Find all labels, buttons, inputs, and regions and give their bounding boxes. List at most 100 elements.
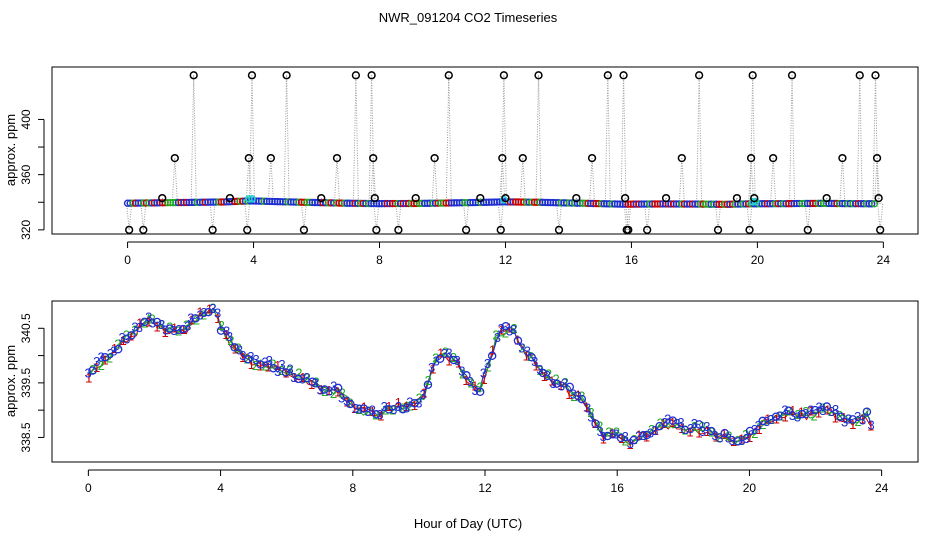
series-1-point: 1 <box>232 342 239 357</box>
spike-line <box>448 75 452 203</box>
series-3-point <box>745 426 755 436</box>
series-1-point: 1 <box>608 426 615 441</box>
series-3-point <box>668 416 678 425</box>
series-2-point: 2 <box>355 402 362 417</box>
outlier-point <box>317 193 326 203</box>
spike-line <box>286 75 290 202</box>
outlier-point <box>394 225 403 235</box>
top-x-tick-label: 0 <box>124 253 131 267</box>
outlier-point <box>694 71 704 80</box>
series-1-point: 1 <box>437 345 444 360</box>
series-2-point: 2 <box>631 432 638 447</box>
series-3-point <box>720 428 729 438</box>
series-1-point: 1 <box>859 411 866 426</box>
series-3-point <box>333 383 343 393</box>
spike-line <box>623 204 628 230</box>
series-1-point: 1 <box>557 378 564 393</box>
series-3-point <box>152 317 162 327</box>
highlight-point <box>500 196 508 204</box>
series-3-point <box>100 352 110 362</box>
top-plot-frame <box>51 66 919 235</box>
series-1-point: 1 <box>299 370 306 385</box>
series-1-point: 1 <box>445 353 452 368</box>
series-3-point: 3 <box>494 330 501 345</box>
spike-line <box>251 75 255 201</box>
series-1-point: 1 <box>548 374 555 389</box>
series-2-point: 2 <box>200 307 207 322</box>
outlier-point <box>125 225 134 235</box>
series-3-point <box>475 387 485 397</box>
series-2-point: 2 <box>304 371 311 386</box>
outlier-point <box>208 225 217 235</box>
series-2-point: 2 <box>244 352 251 367</box>
series-3-point: 3 <box>261 355 268 370</box>
spike-line <box>397 203 402 230</box>
series-3-point <box>629 435 638 445</box>
series-3-point: 3 <box>343 393 350 408</box>
series-1-point: 1 <box>385 399 392 414</box>
series-3-point: 3 <box>93 354 100 369</box>
outlier-point <box>461 225 471 235</box>
series-1-point: 1 <box>498 322 505 337</box>
spike-line <box>874 158 878 204</box>
outlier-point <box>872 153 882 163</box>
outlier-point <box>189 71 198 80</box>
series-3-point <box>216 326 226 335</box>
series-3-point: 3 <box>854 409 861 424</box>
series-1-point: 1 <box>514 333 521 348</box>
spike-line <box>209 202 214 230</box>
outlier-point <box>225 193 235 203</box>
bottom-x-tick-label: 16 <box>611 481 625 495</box>
series-3-point: 3 <box>200 305 207 320</box>
series-2-point: 2 <box>123 328 130 343</box>
series-2-point: 2 <box>372 408 379 423</box>
spike-line <box>626 204 630 230</box>
spike-line <box>623 75 627 205</box>
spike-line <box>558 202 563 230</box>
top-y-tick-label: 360 <box>19 164 33 184</box>
spike-line <box>620 75 625 205</box>
top-x-tick-label: 20 <box>751 253 765 267</box>
spike-line <box>789 75 793 204</box>
spike-line <box>876 158 881 204</box>
series-3-point <box>552 379 561 388</box>
series-2-point: 2 <box>862 405 869 420</box>
series-2-point: 2 <box>519 340 526 355</box>
series-3-line <box>87 308 872 445</box>
series-2-point: 2 <box>468 375 475 390</box>
outlier-point <box>266 153 276 163</box>
bottom-x-tick-label: 20 <box>743 481 757 495</box>
spike-line <box>841 158 846 204</box>
outlier-point <box>732 193 742 203</box>
spike-line <box>627 204 632 230</box>
series-3-point: 3 <box>484 356 491 371</box>
figure-title: NWR_091204 CO2 Timeseries <box>379 10 558 25</box>
series-3-point: 3 <box>303 370 310 385</box>
spike-line <box>248 75 253 201</box>
spike-line <box>746 203 751 230</box>
series-2-point: 2 <box>819 401 826 416</box>
spike-line <box>463 202 467 230</box>
series-3-point: 3 <box>107 346 114 361</box>
series-3-point <box>165 324 174 333</box>
series-3-point: 3 <box>531 354 538 369</box>
series-1-point: 1 <box>282 365 289 380</box>
series-1-point: 1 <box>583 400 590 415</box>
series-3-point: 3 <box>612 427 619 442</box>
outlier-point <box>534 71 543 80</box>
series-3-point: 3 <box>472 383 479 398</box>
series-1-point: 1 <box>93 360 100 375</box>
series-2-point: 2 <box>510 321 517 336</box>
top-x-tick-label: 12 <box>499 253 513 267</box>
series-3-point: 3 <box>584 400 591 415</box>
spike-line <box>646 203 651 230</box>
series-3-point <box>88 366 97 375</box>
spike-line <box>283 75 288 202</box>
series-2-point: 2 <box>527 349 534 364</box>
series-3-point: 3 <box>136 320 143 335</box>
outlier-point <box>620 193 630 203</box>
spike-line <box>874 75 879 204</box>
